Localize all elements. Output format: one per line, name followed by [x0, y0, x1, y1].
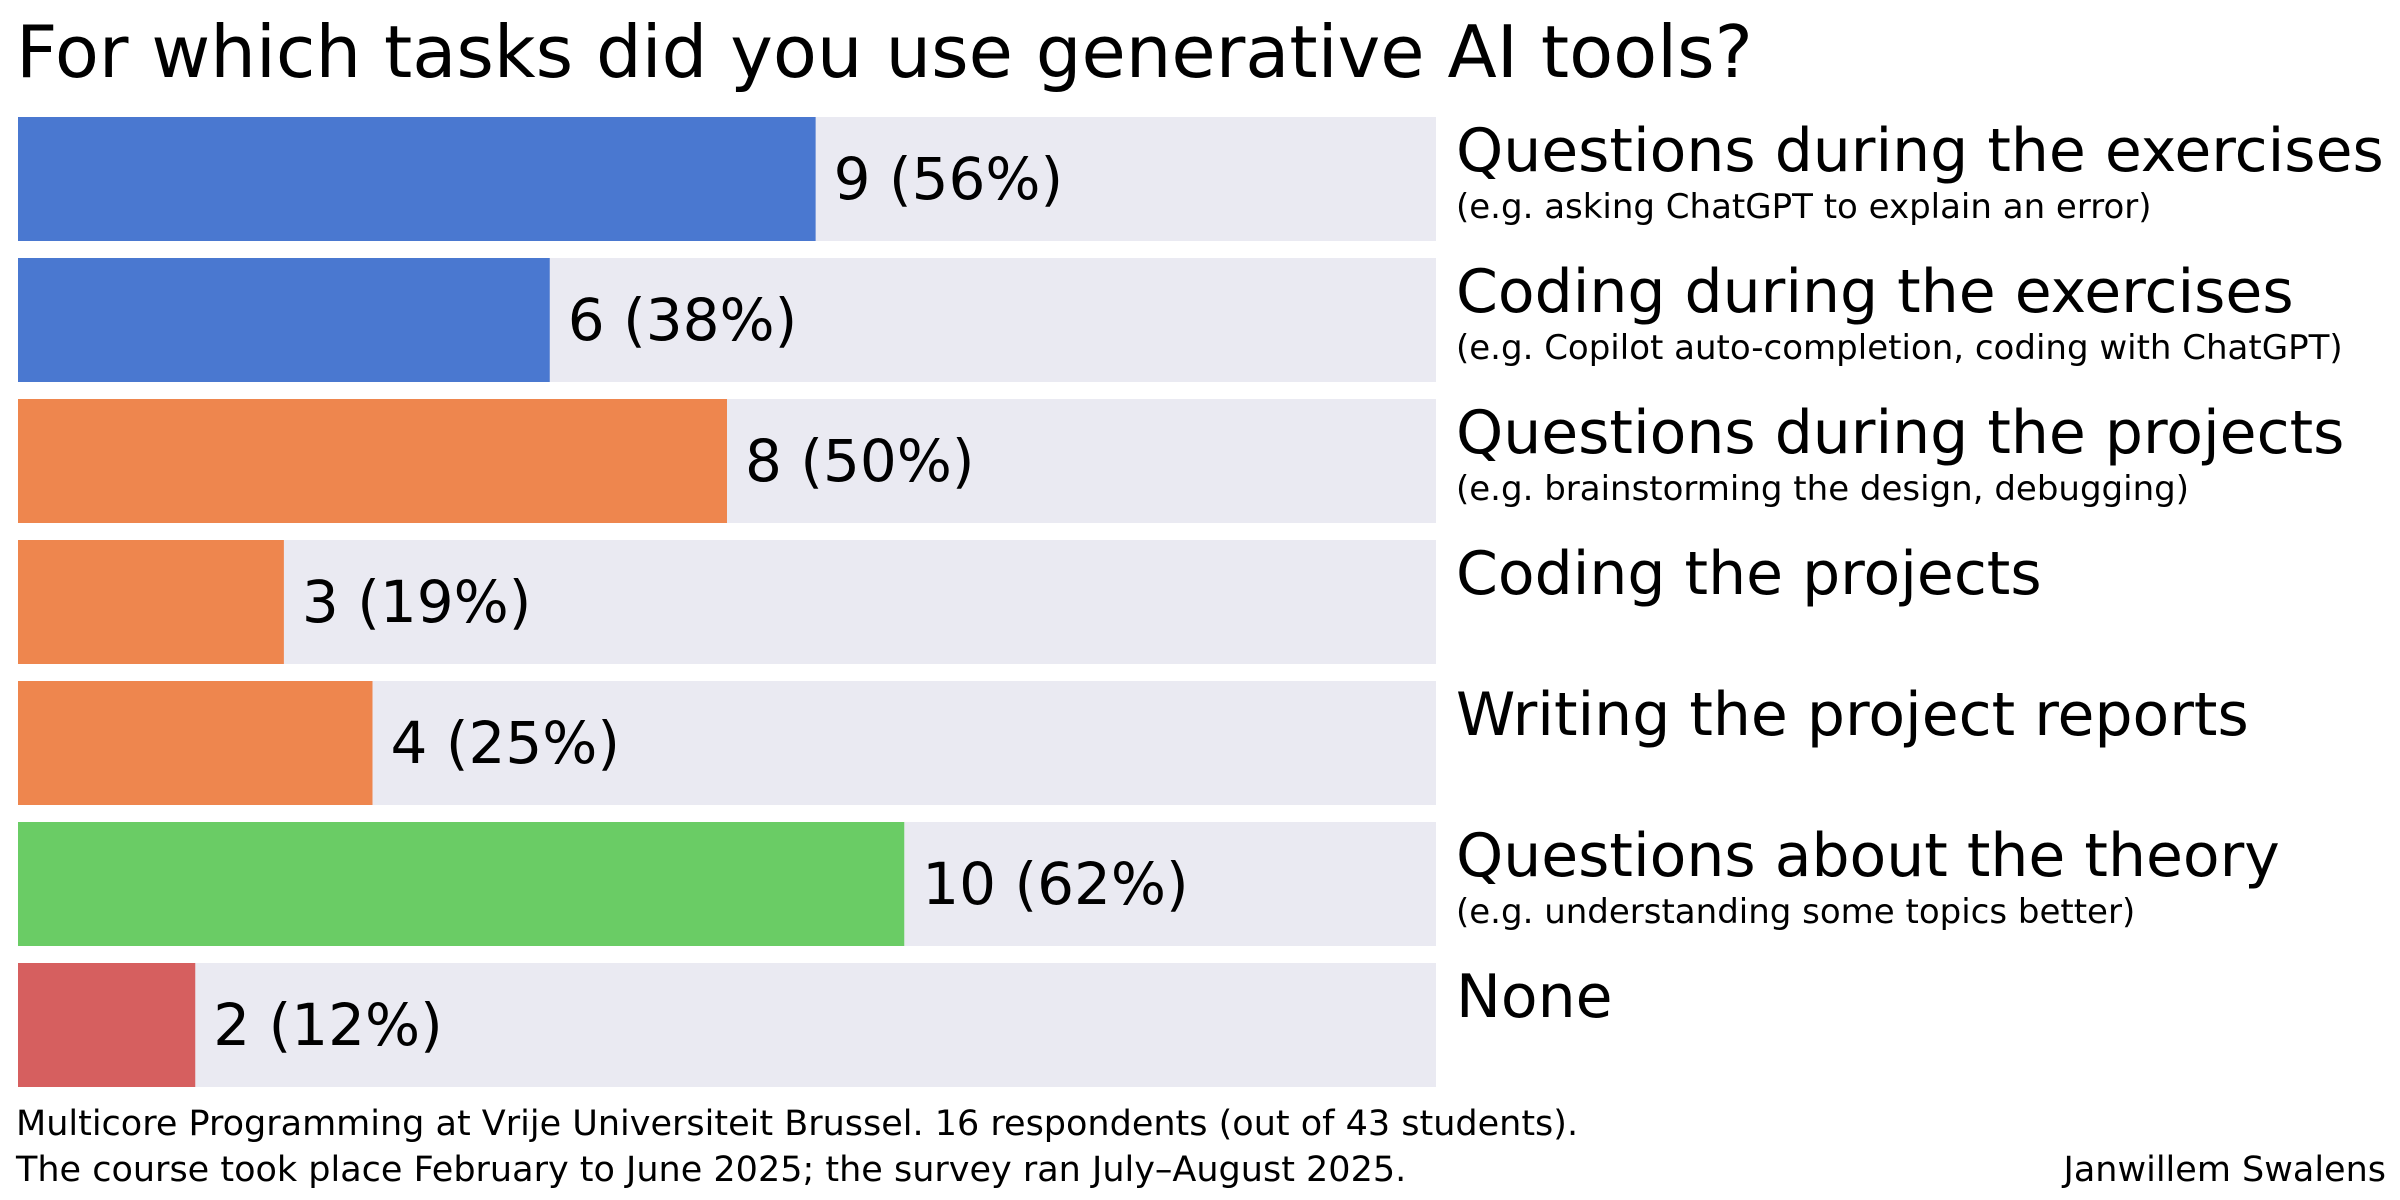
category-label: Questions about the theory [1456, 821, 2280, 891]
category-subtitle: (e.g. understanding some topics better) [1456, 892, 2135, 932]
bar-value-label: 9 (56%) [834, 145, 1064, 213]
bar-value-label: 2 (12%) [213, 991, 443, 1059]
author-credit: Janwillem Swalens [2063, 1150, 2386, 1190]
bar [18, 963, 196, 1087]
bar [18, 540, 284, 664]
footnote-line-2: The course took place February to June 2… [16, 1150, 1407, 1190]
bar-value-label: 8 (50%) [745, 427, 975, 495]
category-label: Coding during the exercises [1456, 257, 2294, 327]
bar-value-label: 10 (62%) [922, 850, 1188, 918]
bar-track [18, 963, 1436, 1087]
bar-value-label: 6 (38%) [568, 286, 798, 354]
category-subtitle: (e.g. brainstorming the design, debuggin… [1456, 469, 2189, 509]
bar [18, 117, 816, 241]
category-label: Writing the project reports [1456, 680, 2249, 750]
category-label: Questions during the projects [1456, 398, 2344, 468]
bar [18, 681, 373, 805]
category-subtitle: (e.g. asking ChatGPT to explain an error… [1456, 187, 2152, 227]
bar-value-label: 4 (25%) [391, 709, 621, 777]
bar [18, 399, 727, 523]
category-subtitle: (e.g. Copilot auto-completion, coding wi… [1456, 328, 2343, 368]
chart-title: For which tasks did you use generative A… [16, 10, 1753, 94]
category-label: Coding the projects [1456, 539, 2042, 609]
footnote-line-1: Multicore Programming at Vrije Universit… [16, 1104, 1579, 1144]
bar [18, 258, 550, 382]
bar [18, 822, 905, 946]
category-label: Questions during the exercises [1456, 116, 2384, 186]
category-label: None [1456, 962, 1613, 1032]
bar-value-label: 3 (19%) [302, 568, 532, 636]
